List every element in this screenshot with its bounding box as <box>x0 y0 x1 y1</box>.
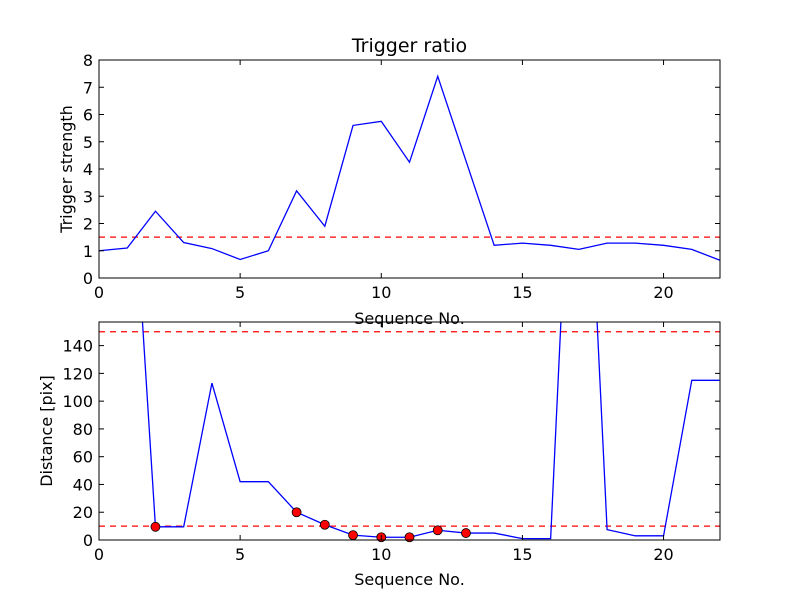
top-xtick-label-0: 0 <box>94 283 104 302</box>
bottom-ytick-label-2: 40 <box>73 475 93 494</box>
bottom-xtick-label-0: 0 <box>94 545 104 564</box>
bottom-marker-1 <box>291 507 302 518</box>
bottom-threshold-lines <box>99 331 720 527</box>
bottom-marker-2 <box>319 519 330 530</box>
bottom-x-axis-label: Sequence No. <box>354 570 465 589</box>
bottom-y-axis-label: Distance [pix] <box>37 375 56 487</box>
bottom-xtick-label-2: 10 <box>371 545 391 564</box>
bottom-ytick-label-0: 0 <box>83 531 93 550</box>
top-ytick-label-5: 5 <box>83 133 93 152</box>
bottom-y-axis-ticks: 0 20 40 60 80 100 120 140 <box>62 337 720 550</box>
bottom-ytick-label-1: 20 <box>73 503 93 522</box>
top-ytick-label-3: 3 <box>83 187 93 206</box>
bottom-plot-frame <box>98 321 721 541</box>
bottom-subplot: 0 5 10 15 20 0 20 40 60 80 100 120 140 <box>62 321 721 564</box>
bottom-marker-0 <box>150 521 161 532</box>
top-subplot: 0 5 10 15 20 0 1 2 3 4 5 6 7 8 <box>83 51 721 302</box>
bottom-ytick-label-7: 140 <box>62 337 93 356</box>
top-xtick-label-2: 10 <box>371 283 391 302</box>
top-y-axis-label: Trigger strength <box>57 105 76 234</box>
top-chart-title: Trigger ratio <box>351 35 467 57</box>
top-xtick-label-4: 20 <box>653 283 673 302</box>
top-ytick-label-2: 2 <box>83 215 93 234</box>
top-ytick-label-6: 6 <box>83 106 93 125</box>
bottom-marker-3 <box>348 530 358 541</box>
bottom-xtick-label-1: 5 <box>235 545 245 564</box>
bottom-marker-5 <box>404 532 415 543</box>
bottom-ytick-label-6: 120 <box>62 364 93 383</box>
top-x-axis-label: Sequence No. <box>354 309 465 328</box>
top-y-axis-ticks: 0 1 2 3 4 5 6 7 8 <box>83 51 720 288</box>
bottom-xtick-label-3: 15 <box>512 545 532 564</box>
distance-markers <box>150 507 471 543</box>
bottom-marker-6 <box>432 525 443 536</box>
top-xtick-label-1: 5 <box>235 283 245 302</box>
bottom-ytick-label-5: 100 <box>62 392 93 411</box>
top-ytick-label-4: 4 <box>83 160 93 179</box>
top-ytick-label-7: 7 <box>83 78 93 97</box>
bottom-marker-7 <box>461 528 471 538</box>
top-xtick-label-3: 15 <box>512 283 532 302</box>
top-ytick-label-1: 1 <box>83 242 93 261</box>
top-x-axis-ticks: 0 5 10 15 20 <box>94 60 674 302</box>
bottom-ytick-label-3: 60 <box>73 448 93 467</box>
trigger-strength-line <box>98 74 721 261</box>
top-ytick-label-0: 0 <box>83 269 93 288</box>
top-ytick-label-8: 8 <box>83 51 93 70</box>
bottom-xtick-label-4: 20 <box>653 545 673 564</box>
bottom-x-axis-ticks: 0 5 10 15 20 <box>94 322 674 564</box>
bottom-ytick-label-4: 80 <box>73 420 93 439</box>
